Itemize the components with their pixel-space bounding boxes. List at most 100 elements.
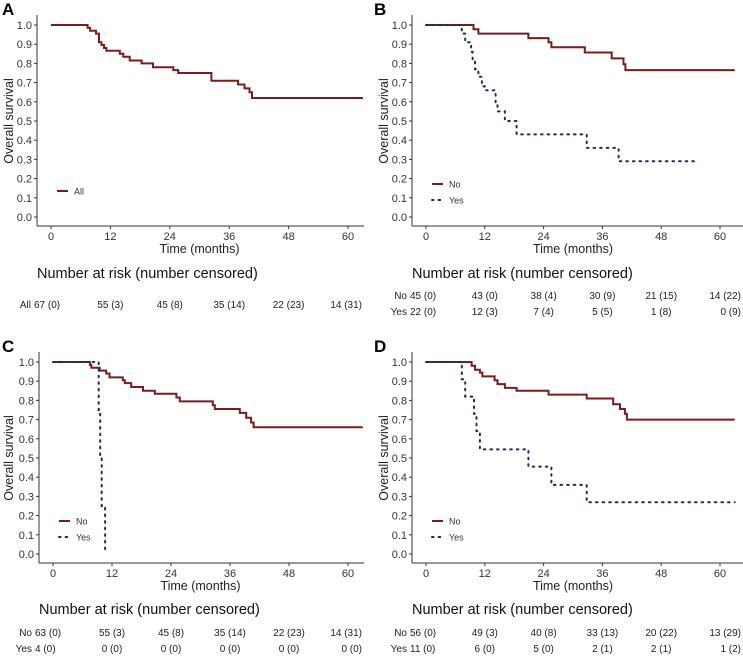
- risk-cell: 38 (4): [531, 291, 557, 302]
- risk-cell: 0 (0): [161, 644, 182, 655]
- risk-cell: 12 (3): [472, 307, 498, 318]
- risk-cell: 0 (9): [720, 307, 741, 318]
- y-tick-label: 0.9: [392, 376, 407, 388]
- y-tick-label: 0.3: [19, 491, 34, 503]
- y-tick-label: 0.7: [17, 78, 32, 90]
- x-tick-label: 12: [104, 231, 116, 243]
- x-tick-label: 36: [224, 568, 236, 580]
- risk-cell: 7 (4): [533, 307, 554, 318]
- risk-cell: 14 (22): [709, 291, 741, 302]
- y-tick-label: 0.2: [17, 174, 32, 186]
- survival-curve-no: [53, 361, 363, 429]
- risk-cell: 0 (0): [220, 644, 241, 655]
- y-tick-label: 1.0: [17, 20, 32, 32]
- x-tick-label: 60: [342, 568, 354, 580]
- y-tick-label: 0.5: [19, 453, 34, 465]
- risk-cell: 1 (2): [720, 644, 741, 655]
- risk-cell: 1 (8): [651, 307, 672, 318]
- x-tick-label: 12: [479, 231, 491, 243]
- y-tick-label: 0.5: [392, 453, 407, 465]
- y-tick-label: 0.0: [392, 549, 407, 561]
- y-tick-label: 0.0: [392, 212, 407, 224]
- risk-cell: 30 (9): [589, 291, 615, 302]
- panel-d: D 0.0 0.1 0.2 0.3 0.4 0.5 0.6 0.7 0.8 0.9 1.0 0 12 24 3…: [374, 337, 743, 655]
- risk-row-label: No: [394, 291, 407, 302]
- y-tick-label: 0.3: [392, 491, 407, 503]
- y-tick-label: 0.8: [19, 395, 34, 407]
- risk-cell: 45 (8): [158, 628, 184, 639]
- x-tick-label: 24: [537, 231, 549, 243]
- x-tick-label: 48: [655, 231, 667, 243]
- legend-label: Yes: [449, 533, 464, 543]
- risk-cell: 22 (23): [273, 300, 305, 311]
- legend-label: No: [76, 517, 88, 527]
- y-axis-title: Overall survival: [377, 415, 391, 500]
- y-axis-title: Overall survival: [2, 78, 16, 163]
- y-tick-label: 0.2: [392, 511, 407, 523]
- y-tick-label: 0.5: [17, 116, 32, 128]
- panel-label: B: [374, 0, 386, 19]
- risk-cell: 2 (1): [592, 644, 613, 655]
- risk-row-label: Yes: [391, 307, 407, 318]
- x-axis-title: Time (months): [159, 242, 239, 256]
- x-axis-title: Time (months): [160, 579, 240, 593]
- risk-cell: 5 (0): [533, 644, 554, 655]
- y-tick-label: 0.5: [392, 116, 407, 128]
- risk-cell: 22 (23): [273, 628, 305, 639]
- y-tick-label: 0.9: [17, 39, 32, 51]
- panel-label: D: [374, 337, 386, 356]
- risk-cell: 43 (0): [472, 291, 498, 302]
- risk-cell: 0 (0): [279, 644, 300, 655]
- x-tick-label: 24: [164, 231, 176, 243]
- x-tick-label: 12: [106, 568, 118, 580]
- risk-cell: 4 (0): [35, 644, 56, 655]
- y-tick-label: 0.4: [392, 472, 407, 484]
- panel-a: A 0.0 0.1 0.2 0.3 0.4 0.5 0.6 0.7 0.8 0.9 1.0 0 12 24 3…: [2, 0, 364, 311]
- x-axis-title: Time (months): [533, 579, 613, 593]
- risk-cell: 2 (1): [651, 644, 672, 655]
- panel-c: C 0.0 0.1 0.2 0.3 0.4 0.5 0.6 0.7 0.8 0.9 1.0 0 12 24 3…: [2, 337, 364, 655]
- y-tick-label: 0.0: [17, 212, 32, 224]
- legend-label: Yes: [76, 533, 91, 543]
- risk-cell: 35 (14): [214, 628, 246, 639]
- risk-table-title: Number at risk (number censored): [39, 602, 260, 618]
- risk-cell: 14 (31): [330, 628, 362, 639]
- y-tick-label: 0.1: [392, 530, 407, 542]
- risk-table-title: Number at risk (number censored): [412, 602, 633, 618]
- risk-cell: 63 (0): [35, 628, 61, 639]
- y-tick-label: 0.7: [392, 78, 407, 90]
- risk-cell: 45 (8): [157, 300, 183, 311]
- y-tick-label: 0.2: [19, 511, 34, 523]
- risk-cell: 35 (14): [213, 300, 245, 311]
- risk-row-label: All: [20, 300, 31, 311]
- legend-label: Yes: [449, 196, 464, 206]
- survival-curve-yes: [52, 361, 107, 555]
- legend-label: All: [74, 187, 84, 197]
- risk-cell: 49 (3): [472, 628, 498, 639]
- risk-cell: 6 (0): [475, 644, 496, 655]
- y-tick-label: 0.8: [392, 58, 407, 70]
- x-tick-label: 0: [48, 231, 54, 243]
- x-tick-label: 36: [223, 231, 235, 243]
- risk-table-title: Number at risk (number censored): [412, 266, 633, 282]
- y-tick-label: 1.0: [19, 357, 34, 369]
- y-tick-label: 0.2: [392, 174, 407, 186]
- y-tick-label: 0.8: [17, 58, 32, 70]
- y-tick-label: 0.1: [392, 193, 407, 205]
- risk-cell: 45 (0): [410, 291, 436, 302]
- survival-curve-yes: [425, 361, 736, 504]
- y-tick-label: 0.6: [17, 97, 32, 109]
- risk-cell: 56 (0): [410, 628, 436, 639]
- risk-cell: 11 (0): [410, 644, 435, 655]
- risk-row-label: Yes: [16, 644, 32, 655]
- x-tick-label: 36: [596, 231, 608, 243]
- risk-table-title: Number at risk (number censored): [37, 266, 258, 282]
- x-tick-label: 60: [714, 568, 726, 580]
- x-tick-label: 12: [479, 568, 491, 580]
- y-tick-label: 0.6: [392, 97, 407, 109]
- risk-cell: 22 (0): [410, 307, 436, 318]
- survival-curve-no: [426, 24, 735, 72]
- y-tick-label: 0.6: [392, 434, 407, 446]
- risk-cell: 0 (0): [341, 644, 362, 655]
